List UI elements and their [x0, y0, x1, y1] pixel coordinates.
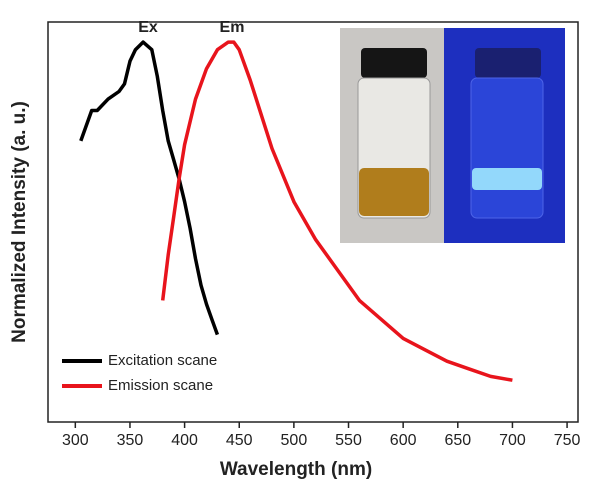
x-tick-label: 600 — [390, 432, 417, 449]
x-axis-label: Wavelength (nm) — [220, 459, 372, 480]
inset-photo — [340, 28, 565, 243]
x-tick-label: 750 — [554, 432, 581, 449]
x-tick-label: 700 — [499, 432, 526, 449]
x-tick-label: 650 — [444, 432, 471, 449]
x-tick-label: 300 — [62, 432, 89, 449]
annotation: Ex — [138, 19, 158, 36]
plot-frame — [47, 21, 579, 423]
legend-label: Emission scane — [108, 377, 213, 394]
x-tick-label: 400 — [171, 432, 198, 449]
x-tick-label: 450 — [226, 432, 253, 449]
x-tick-label: 350 — [117, 432, 144, 449]
data-line — [79, 40, 220, 336]
data-line — [160, 40, 513, 382]
x-tick-label: 550 — [335, 432, 362, 449]
x-tick-label: 500 — [281, 432, 308, 449]
y-axis-label: Normalized Intensity (a. u.) — [9, 101, 30, 343]
legend-label: Excitation scane — [108, 352, 217, 369]
annotation: Em — [220, 19, 245, 36]
